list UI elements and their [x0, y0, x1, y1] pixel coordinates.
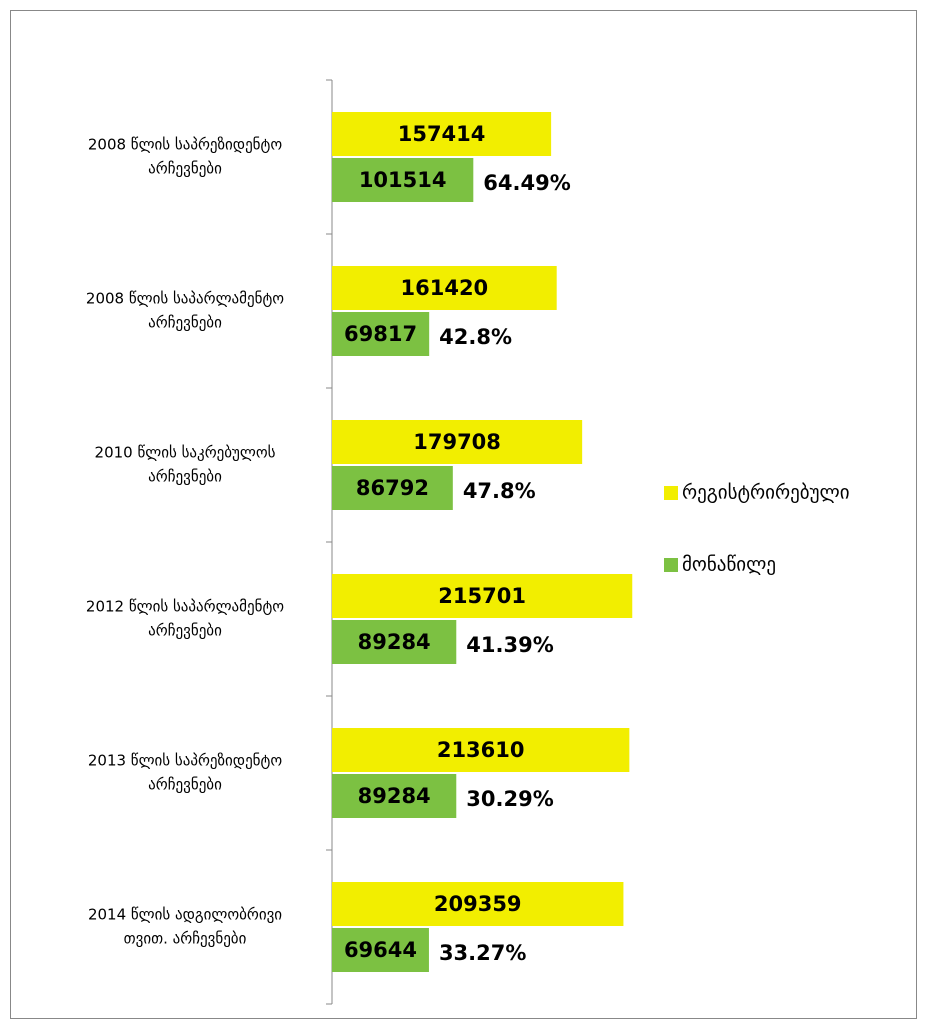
bar [332, 158, 474, 202]
bar [332, 466, 453, 510]
bar-value-label: 215701 [438, 584, 526, 608]
y-tick-label: 2010 წლის საკრებულოს [95, 444, 276, 462]
percentage-label: 42.8% [439, 325, 512, 349]
bar [332, 728, 630, 772]
y-tick-label: 2014 წლის ადგილობრივი [88, 906, 282, 924]
y-tick-label: თვით. არჩევნები [124, 930, 247, 948]
bar-value-label: 69644 [344, 938, 417, 962]
y-tick-label: არჩევნები [148, 622, 222, 640]
bar-value-label: 69817 [344, 322, 417, 346]
bar [332, 420, 583, 464]
legend-swatch [664, 486, 678, 500]
bar [332, 774, 457, 818]
y-tick-label: 2012 წლის საპარლამენტო [86, 598, 284, 616]
y-tick-label: 2008 წლის საპრეზიდენტო [88, 136, 282, 154]
bar-value-label: 101514 [359, 168, 447, 192]
legend-label: რეგისტრირებული [682, 482, 850, 504]
bar [332, 312, 430, 356]
bar [332, 928, 429, 972]
bar-value-label: 213610 [437, 738, 525, 762]
y-tick-label: არჩევნები [148, 160, 222, 178]
legend-label: მონაწილე [682, 554, 776, 576]
bar [332, 620, 457, 664]
y-tick-label: არჩევნები [148, 468, 222, 486]
y-tick-label: 2013 წლის საპრეზიდენტო [88, 752, 282, 770]
y-tick-label: არჩევნები [148, 776, 222, 794]
bar [332, 112, 552, 156]
percentage-label: 41.39% [466, 633, 553, 657]
y-tick-label: არჩევნები [148, 314, 222, 332]
legend-swatch [664, 558, 678, 572]
bar-value-label: 89284 [358, 630, 431, 654]
bar [332, 882, 624, 926]
bar-value-label: 86792 [356, 476, 429, 500]
bar-value-label: 209359 [434, 892, 522, 916]
bar-value-label: 161420 [401, 276, 489, 300]
bar [332, 574, 633, 618]
bar [332, 266, 557, 310]
percentage-label: 30.29% [466, 787, 553, 811]
bar-value-label: 179708 [413, 430, 501, 454]
y-tick-label: 2008 წლის საპარლამენტო [86, 290, 284, 308]
bar-value-label: 157414 [398, 122, 486, 146]
percentage-label: 64.49% [483, 171, 570, 195]
percentage-label: 47.8% [463, 479, 536, 503]
bar-value-label: 89284 [358, 784, 431, 808]
percentage-label: 33.27% [439, 941, 526, 965]
